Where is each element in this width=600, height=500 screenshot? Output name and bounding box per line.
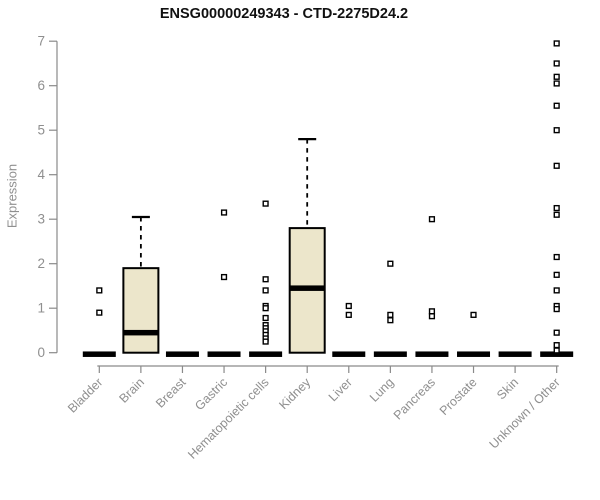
outlier-point [553, 271, 560, 278]
x-tick-label: Hematopoietic cells [185, 375, 272, 462]
median-line [332, 351, 366, 357]
outlier-point [428, 313, 436, 320]
outlier-point [553, 60, 560, 67]
outlier-point [553, 253, 560, 261]
y-tick-label: 2 [37, 256, 45, 271]
y-tick-label: 7 [37, 34, 45, 49]
median-line [373, 351, 407, 357]
x-tick-label: Liver [326, 375, 355, 404]
y-tick-label: 5 [37, 123, 45, 138]
outlier-point [553, 204, 560, 212]
outlier-point [262, 305, 269, 312]
x-tick-label: Unknown / Other [487, 375, 563, 451]
y-tick-label: 3 [37, 212, 45, 227]
x-tick-label: Brain [116, 375, 147, 406]
outlier-point [553, 127, 560, 134]
x-tick-label: Breast [153, 375, 189, 411]
x-tick-label: Skin [494, 375, 521, 402]
x-tick-label: Bladder [65, 375, 105, 415]
y-tick-label: 4 [37, 167, 45, 182]
outlier-point [96, 287, 103, 294]
outlier-point [262, 200, 269, 207]
median-line [165, 351, 199, 357]
outlier-point [553, 211, 560, 218]
outlier-point [553, 287, 560, 294]
outlier-point [220, 273, 228, 281]
median-line [207, 351, 241, 357]
outlier-point [553, 40, 560, 47]
outlier-point [428, 216, 436, 223]
median-line [457, 351, 491, 357]
x-tick-label: Lung [367, 375, 397, 405]
outlier-point [345, 311, 352, 318]
chart-title: ENSG00000249343 - CTD-2275D24.2 [159, 6, 409, 22]
median-line [123, 329, 159, 336]
outlier-point [470, 311, 477, 318]
outlier-point [553, 329, 560, 336]
median-line [415, 351, 449, 357]
median-line [289, 285, 325, 291]
x-tick-label: Pancreas [391, 375, 438, 422]
y-tick-label: 0 [37, 345, 45, 360]
x-tick-label: Kidney [276, 375, 313, 412]
outlier-point [96, 309, 103, 316]
outlier-point [553, 347, 560, 354]
outlier-point [387, 260, 394, 267]
median-line [249, 351, 283, 357]
outlier-point [262, 338, 269, 345]
outlier-point [387, 311, 394, 318]
outlier-point [220, 209, 228, 216]
x-tick-label: Gastric [192, 375, 230, 413]
median-line [540, 351, 574, 357]
outlier-point [262, 276, 269, 283]
box [122, 267, 160, 354]
outlier-point [553, 305, 560, 313]
outlier-point [387, 317, 394, 324]
outlier-point [553, 102, 560, 109]
outlier-point [553, 73, 560, 80]
outlier-point [553, 342, 560, 349]
outlier-point [428, 308, 436, 315]
median-line [82, 351, 116, 357]
y-tick-label: 1 [37, 301, 45, 316]
outlier-point [553, 162, 560, 169]
y-tick-label: 6 [37, 78, 45, 93]
outlier-point [553, 80, 560, 87]
outlier-point [262, 287, 269, 294]
outlier-point [262, 314, 269, 322]
outlier-point [345, 302, 352, 310]
median-line [498, 351, 532, 357]
x-tick-label: Prostate [437, 375, 480, 418]
